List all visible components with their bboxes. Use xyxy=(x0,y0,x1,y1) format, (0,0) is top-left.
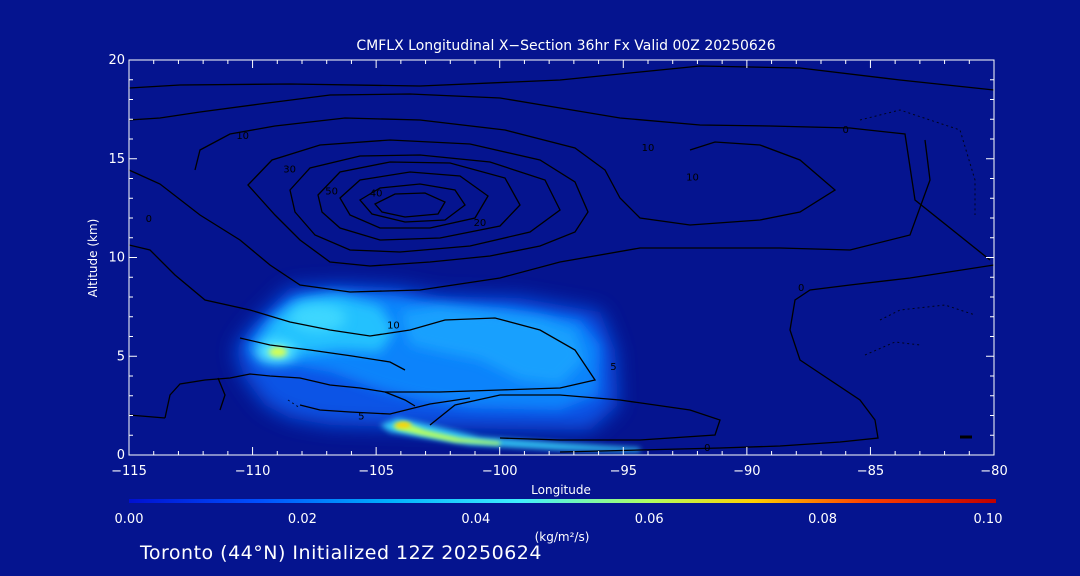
contour-label: 10 xyxy=(642,143,655,154)
x-tick-label: −80 xyxy=(980,464,1007,479)
contour-line xyxy=(129,414,166,419)
x-tick-label: −115 xyxy=(111,464,147,479)
y-axis-label: Altitude (km) xyxy=(86,219,100,298)
contour-line xyxy=(559,264,994,453)
chart-title: CMFLX Longitudinal X−Section 36hr Fx Val… xyxy=(356,38,775,54)
footer-caption: Toronto (44°N) Initialized 12Z 20250624 xyxy=(140,542,542,564)
x-tick-label: −95 xyxy=(610,464,637,479)
contour-line xyxy=(217,377,226,411)
contour-label: 10 xyxy=(236,131,249,142)
flux-low-max xyxy=(395,422,411,428)
colorbar xyxy=(129,499,996,503)
colorbar-tick-label: 0.00 xyxy=(115,512,144,527)
x-axis-label: Longitude xyxy=(531,483,591,497)
flux-low-band xyxy=(392,422,500,445)
contour-label: 0 xyxy=(146,214,152,225)
flux-shading xyxy=(235,285,640,452)
contour-line xyxy=(129,93,991,261)
contour-line xyxy=(129,65,994,91)
contour-line xyxy=(429,394,721,441)
contour-label: 5 xyxy=(358,412,364,423)
x-tick-label: −90 xyxy=(733,464,760,479)
flux-max-west xyxy=(269,347,287,357)
y-tick-label: 5 xyxy=(117,349,125,364)
y-tick-label: 10 xyxy=(108,251,125,266)
contour-line xyxy=(359,183,466,223)
contour-label: 10 xyxy=(686,173,699,184)
contour-lines xyxy=(129,65,994,453)
contour-line xyxy=(239,337,406,371)
colorbar-ticks: 0.00 0.02 0.04 0.06 0.08 0.10 xyxy=(115,512,1003,527)
contour-line xyxy=(373,192,446,218)
flux-region-core-central xyxy=(400,305,585,385)
contour-label: 50 xyxy=(325,186,338,197)
contour-label: 0 xyxy=(704,443,710,454)
y-tick-label: 0 xyxy=(117,448,125,463)
contour-line xyxy=(339,171,489,229)
contour-label: 0 xyxy=(843,125,849,136)
contour-line xyxy=(247,139,589,267)
contour-line xyxy=(317,161,521,241)
contour-line xyxy=(194,117,837,226)
x-axis: −115 −110 −105 −100 −95 −90 −85 −80 xyxy=(111,60,1008,479)
colorbar-tick-label: 0.10 xyxy=(974,512,1003,527)
colorbar-tick-label: 0.02 xyxy=(288,512,317,527)
x-tick-label: −110 xyxy=(235,464,271,479)
contour-dotted xyxy=(287,109,976,409)
colorbar-tick-label: 0.06 xyxy=(635,512,664,527)
x-tick-label: −100 xyxy=(482,464,518,479)
x-tick-label: −105 xyxy=(358,464,394,479)
colorbar-tick-label: 0.08 xyxy=(808,512,837,527)
colorbar-tick-label: 0.04 xyxy=(461,512,490,527)
y-tick-label: 15 xyxy=(108,152,125,167)
contour-label: 10 xyxy=(387,321,400,332)
x-tick-label: −85 xyxy=(857,464,884,479)
contour-label: 0 xyxy=(798,283,804,294)
contour-line xyxy=(129,244,597,393)
contour-line xyxy=(299,397,471,415)
contour-label: 5 xyxy=(610,362,616,373)
contour-line xyxy=(129,139,931,293)
y-tick-label: 20 xyxy=(108,53,125,68)
contour-label: 20 xyxy=(474,218,487,229)
contour-label: 30 xyxy=(283,165,296,176)
y-axis: 0 5 10 15 20 xyxy=(108,53,994,463)
contour-line xyxy=(289,154,561,253)
colorbar-units: (kg/m²/s) xyxy=(535,530,590,544)
contour-label: 40 xyxy=(370,188,383,199)
contour-line xyxy=(164,373,416,419)
